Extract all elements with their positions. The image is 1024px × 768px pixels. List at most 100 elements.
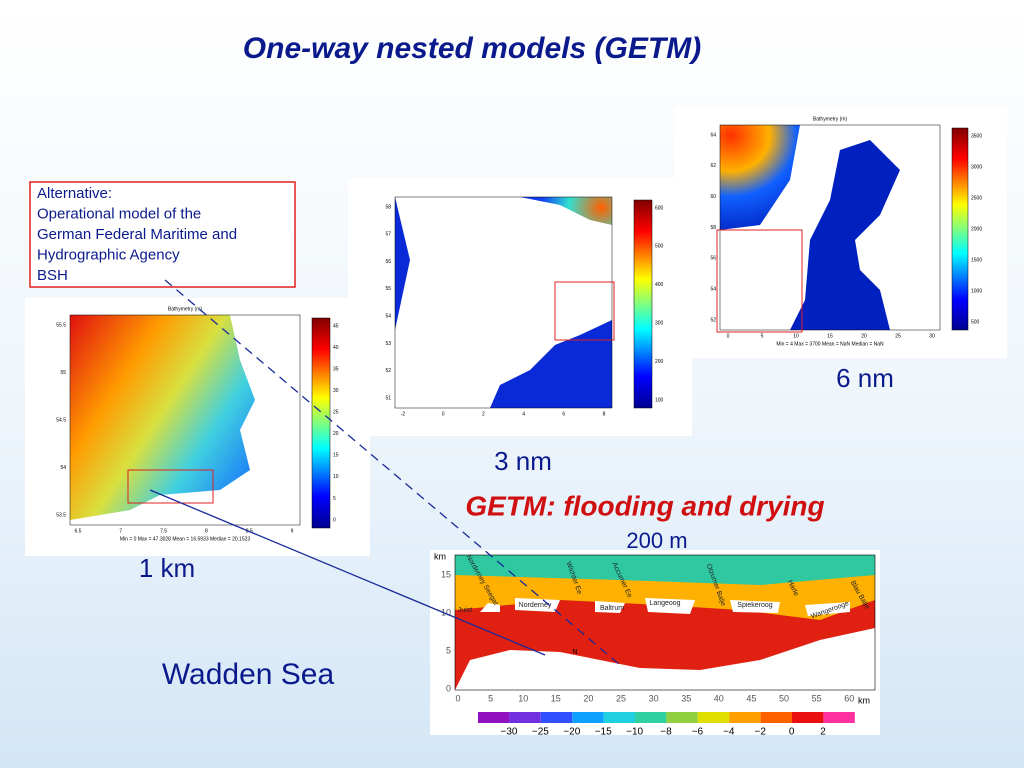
place-label: N bbox=[572, 649, 577, 656]
y-tick-label: 55 bbox=[385, 286, 391, 292]
y-tick-label: 54 bbox=[385, 313, 391, 319]
colorbar bbox=[311, 317, 331, 529]
map-axes bbox=[719, 124, 941, 331]
colorbar-label: 2 bbox=[820, 727, 826, 738]
slide-title: One-way nested models (GETM) bbox=[243, 32, 701, 65]
y-tick-label: 58 bbox=[385, 204, 391, 210]
colorbar-label: −10 bbox=[626, 727, 643, 738]
y-tick-label: 5 bbox=[446, 645, 451, 655]
place-label: Baltrum bbox=[600, 605, 624, 612]
y-tick-label: 64 bbox=[710, 132, 716, 138]
map-axes bbox=[394, 196, 613, 409]
x-tick-label: 8 bbox=[603, 411, 606, 417]
colorbar-label: 0 bbox=[333, 517, 336, 523]
x-tick-label: 20 bbox=[583, 693, 593, 703]
colorbar-label: 500 bbox=[655, 244, 664, 250]
note-line: Alternative: bbox=[37, 185, 112, 202]
colorbar-segment bbox=[697, 712, 730, 723]
y-tick-label: 55 bbox=[60, 370, 66, 376]
y-tick-label: 15 bbox=[441, 569, 451, 579]
x-tick-label: 2 bbox=[482, 411, 485, 417]
x-tick-label: 7.5 bbox=[160, 528, 167, 534]
map-stats: Min = 4 Max = 3700 Mean = NaN Median = N… bbox=[776, 341, 884, 347]
colorbar-label: 30 bbox=[333, 388, 339, 394]
y-tick-label: 58 bbox=[710, 225, 716, 231]
colorbar-label: 40 bbox=[333, 345, 339, 351]
x-tick-label: 5 bbox=[488, 693, 493, 703]
x-tick-label: 25 bbox=[616, 693, 626, 703]
map-land bbox=[70, 315, 300, 525]
map-land bbox=[720, 125, 940, 330]
mainland bbox=[455, 628, 875, 690]
map-stats: Min = 0 Max = 47.3028 Mean = 16.5933 Med… bbox=[120, 536, 251, 542]
x-tick-label: -2 bbox=[401, 411, 406, 417]
resolution-label: 3 nm bbox=[494, 446, 552, 476]
colorbar-label: 1000 bbox=[971, 288, 982, 294]
colorbar-label: 45 bbox=[333, 323, 339, 329]
nest-box bbox=[554, 281, 615, 341]
colorbar-segment bbox=[792, 712, 824, 723]
colorbar-label: 2000 bbox=[971, 226, 982, 232]
x-tick-label: 8 bbox=[205, 528, 208, 534]
colorbar-label: −6 bbox=[692, 727, 704, 738]
colorbar-label: 3000 bbox=[971, 164, 982, 170]
x-tick-label: 40 bbox=[714, 693, 724, 703]
y-tick-label: 54 bbox=[710, 286, 716, 292]
y-tick-label: 52 bbox=[710, 317, 716, 323]
wadden-caption: Wadden Sea bbox=[162, 658, 335, 691]
islands bbox=[480, 598, 850, 616]
x-tick-label: 10 bbox=[793, 333, 799, 339]
y-tick-label: 54.5 bbox=[56, 417, 66, 423]
x-tick-label: 10 bbox=[518, 693, 528, 703]
x-tick-label: 35 bbox=[681, 693, 691, 703]
x-tick-label: 7 bbox=[119, 528, 122, 534]
colorbar-segment bbox=[478, 712, 510, 723]
colorbar-segment bbox=[572, 712, 604, 723]
y-tick-label: 57 bbox=[385, 232, 391, 238]
colorbar bbox=[633, 199, 653, 409]
resolution-label: 1 km bbox=[139, 553, 195, 583]
colorbar-label: 35 bbox=[333, 366, 339, 372]
colorbar-segment bbox=[729, 712, 761, 723]
zoom-line bbox=[149, 489, 546, 656]
x-tick-label: 30 bbox=[929, 333, 935, 339]
colorbar-label: 3500 bbox=[971, 133, 982, 139]
x-tick-label: 55 bbox=[812, 693, 822, 703]
colorbar-segment bbox=[666, 712, 698, 723]
y-tick-label: 53.5 bbox=[56, 512, 66, 518]
y-tick-label: 62 bbox=[710, 163, 716, 169]
colorbar-label: 15 bbox=[333, 453, 339, 459]
nest-box bbox=[127, 469, 214, 504]
colorbar-label: −25 bbox=[532, 727, 549, 738]
colorbar-segment bbox=[635, 712, 667, 723]
colorbar-label: 20 bbox=[333, 431, 339, 437]
colorbar-segment bbox=[603, 712, 635, 723]
y-tick-label: 55.5 bbox=[56, 322, 66, 328]
colorbar-segment bbox=[540, 712, 573, 723]
colorbar-label: 300 bbox=[655, 321, 664, 327]
nest-box bbox=[716, 229, 803, 333]
x-tick-label: 6.5 bbox=[75, 528, 82, 534]
colorbar-label: 0 bbox=[789, 727, 795, 738]
colorbar-label: 25 bbox=[333, 410, 339, 416]
note-line: German Federal Maritime and bbox=[37, 226, 237, 243]
place-label: Spiekeroog bbox=[737, 602, 773, 609]
x-tick-label: 15 bbox=[827, 333, 833, 339]
x-tick-label: 0 bbox=[727, 333, 730, 339]
nest-line bbox=[164, 279, 621, 666]
y-tick-label: 54 bbox=[60, 465, 66, 471]
note-box bbox=[29, 181, 296, 288]
colorbar-label: 2500 bbox=[971, 195, 982, 201]
place-label: Norderney bbox=[519, 602, 552, 609]
y-tick-label: 53 bbox=[385, 341, 391, 347]
x-tick-label: 0 bbox=[455, 693, 460, 703]
colorbar-label: −30 bbox=[501, 727, 518, 738]
y-tick-label: 56 bbox=[710, 256, 716, 262]
x-tick-label: 50 bbox=[779, 693, 789, 703]
y-tick-label: 52 bbox=[385, 368, 391, 374]
colorbar-segment bbox=[509, 712, 541, 723]
x-tick-label: 4 bbox=[522, 411, 525, 417]
colorbar-label: 5 bbox=[333, 496, 336, 502]
x-unit: km bbox=[858, 695, 870, 705]
deep-sea bbox=[455, 555, 875, 585]
